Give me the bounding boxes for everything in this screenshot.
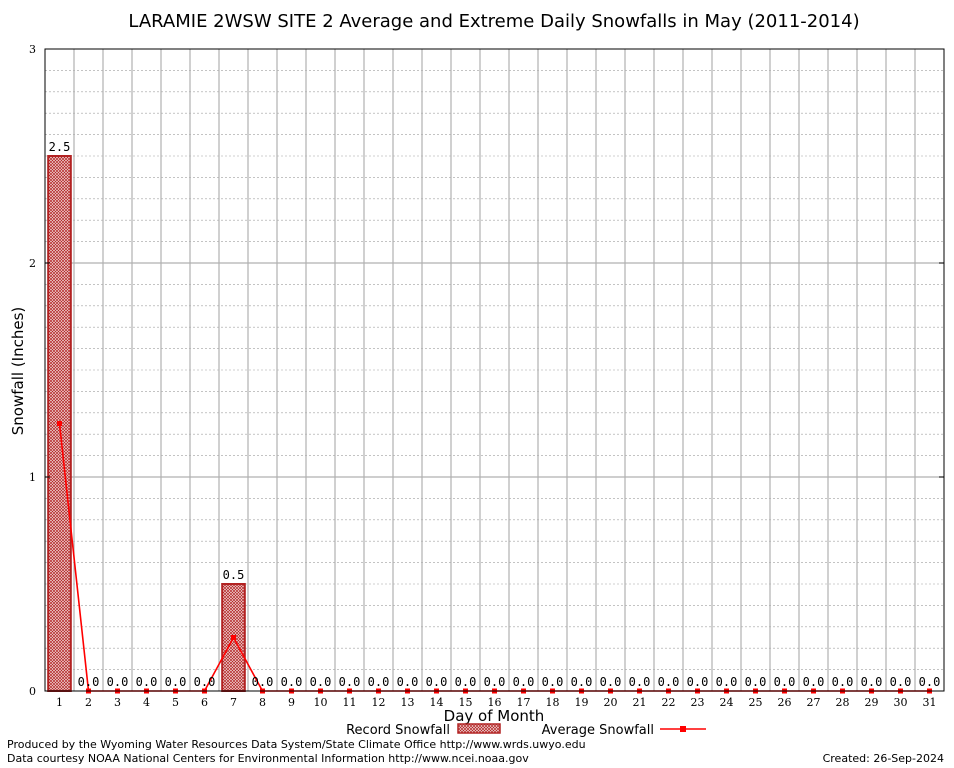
average-line-layer bbox=[57, 421, 932, 694]
x-tick-label: 24 bbox=[720, 696, 734, 709]
x-tick-label: 10 bbox=[314, 696, 328, 709]
bar-value-label: 2.5 bbox=[49, 140, 71, 154]
legend: Record Snowfall Average Snowfall bbox=[346, 723, 706, 738]
bar-value-label: 0.0 bbox=[252, 675, 274, 689]
x-tick-label: 3 bbox=[114, 696, 121, 709]
x-axis-title: Day of Month bbox=[444, 707, 545, 725]
plot-frame bbox=[44, 48, 945, 692]
x-tick-label: 15 bbox=[459, 696, 473, 709]
bar-value-label: 0.0 bbox=[629, 675, 651, 689]
bar-value-label: 0.0 bbox=[542, 675, 564, 689]
x-tick-label: 28 bbox=[836, 696, 850, 709]
bar-value-label: 0.0 bbox=[890, 675, 912, 689]
bar-value-label: 0.0 bbox=[861, 675, 883, 689]
y-tick-label: 2 bbox=[29, 257, 36, 270]
y-tick-label: 3 bbox=[29, 43, 36, 56]
grid-layer bbox=[45, 49, 944, 691]
x-tick-label: 17 bbox=[517, 696, 531, 709]
bar-value-label: 0.0 bbox=[107, 675, 129, 689]
x-tick-label: 21 bbox=[633, 696, 647, 709]
x-tick-label: 12 bbox=[372, 696, 386, 709]
x-tick-label: 23 bbox=[691, 696, 705, 709]
x-tick-label: 29 bbox=[865, 696, 879, 709]
legend-average-marker bbox=[680, 726, 686, 732]
x-tick-label: 8 bbox=[259, 696, 266, 709]
bar-value-label: 0.0 bbox=[339, 675, 361, 689]
bar-value-label: 0.0 bbox=[687, 675, 709, 689]
x-tick-label: 22 bbox=[662, 696, 676, 709]
bar-value-label: 0.0 bbox=[455, 675, 477, 689]
bar-value-label: 0.0 bbox=[716, 675, 738, 689]
y-tick-label: 0 bbox=[29, 685, 36, 698]
bar-value-label: 0.5 bbox=[223, 568, 245, 582]
x-tick-label: 9 bbox=[288, 696, 295, 709]
bar-value-label: 0.0 bbox=[281, 675, 303, 689]
x-tick-label: 26 bbox=[778, 696, 792, 709]
x-tick-label: 2 bbox=[85, 696, 92, 709]
bar-value-label: 0.0 bbox=[774, 675, 796, 689]
bar-value-label: 0.0 bbox=[426, 675, 448, 689]
average-point bbox=[57, 421, 62, 426]
bars-layer bbox=[47, 155, 246, 692]
x-tick-label: 27 bbox=[807, 696, 821, 709]
bar-value-label: 0.0 bbox=[484, 675, 506, 689]
footer-produced-by: Produced by the Wyoming Water Resources … bbox=[7, 738, 586, 751]
bar-value-label: 0.0 bbox=[513, 675, 535, 689]
bar-value-label: 0.0 bbox=[832, 675, 854, 689]
chart-title: LARAMIE 2WSW SITE 2 Average and Extreme … bbox=[128, 11, 859, 32]
x-tick-label: 1 bbox=[56, 696, 63, 709]
bar-value-label: 0.0 bbox=[658, 675, 680, 689]
x-tick-label: 7 bbox=[230, 696, 237, 709]
x-tick-label: 13 bbox=[401, 696, 415, 709]
x-tick-label: 5 bbox=[172, 696, 179, 709]
x-tick-label: 6 bbox=[201, 696, 208, 709]
average-point bbox=[231, 635, 236, 640]
bar-value-label: 0.0 bbox=[310, 675, 332, 689]
x-tick-label: 31 bbox=[923, 696, 937, 709]
bar-value-label: 0.0 bbox=[745, 675, 767, 689]
y-axis-title: Snowfall (Inches) bbox=[9, 307, 27, 435]
x-tick-label: 30 bbox=[894, 696, 908, 709]
bar-value-label: 0.0 bbox=[136, 675, 158, 689]
footer-data-courtesy: Data courtesy NOAA National Centers for … bbox=[7, 752, 529, 765]
legend-record-label: Record Snowfall bbox=[346, 723, 450, 738]
bar-value-label: 0.0 bbox=[368, 675, 390, 689]
x-tick-label: 18 bbox=[546, 696, 560, 709]
y-tick-label: 1 bbox=[29, 471, 36, 484]
x-tick-label: 20 bbox=[604, 696, 618, 709]
bar-value-label: 0.0 bbox=[571, 675, 593, 689]
bar-value-label: 0.0 bbox=[194, 675, 216, 689]
legend-record-swatch bbox=[457, 723, 501, 734]
x-tick-label: 4 bbox=[143, 696, 150, 709]
bar-value-label: 0.0 bbox=[397, 675, 419, 689]
bar-labels-layer: 2.5 0.0 0.0 0.0 0.0 0.0 0.5 0.0 0.0 0.0 0.0 0.0 0.0 0… bbox=[49, 140, 941, 689]
legend-average-label: Average Snowfall bbox=[542, 723, 654, 738]
bar-value-label: 0.0 bbox=[803, 675, 825, 689]
footer-created: Created: 26-Sep-2024 bbox=[822, 752, 944, 765]
x-tick-label: 19 bbox=[575, 696, 589, 709]
x-tick-label: 16 bbox=[488, 696, 502, 709]
bar-value-label: 0.0 bbox=[165, 675, 187, 689]
x-tick-label: 14 bbox=[430, 696, 444, 709]
bar-value-label: 0.0 bbox=[78, 675, 100, 689]
bar-value-label: 0.0 bbox=[600, 675, 622, 689]
x-tick-label: 25 bbox=[749, 696, 763, 709]
x-tick-label: 11 bbox=[343, 696, 357, 709]
bar-value-label: 0.0 bbox=[919, 675, 941, 689]
